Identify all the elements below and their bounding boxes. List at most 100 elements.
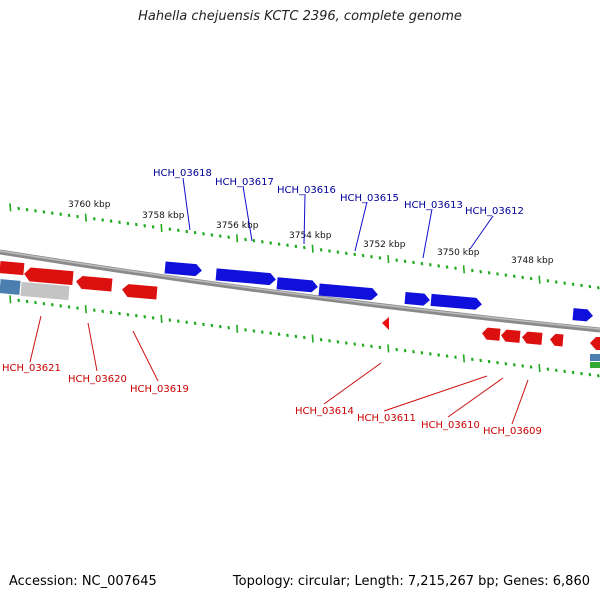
- gene-arrow-plus[interactable]: [276, 277, 319, 293]
- minor-tick: [17, 298, 21, 303]
- gene-arrow-minus[interactable]: [121, 284, 158, 300]
- minor-tick: [109, 219, 113, 223]
- minor-tick: [571, 282, 575, 286]
- minor-tick: [134, 222, 138, 227]
- minor-tick: [143, 224, 147, 228]
- gene-arrow-minus[interactable]: [590, 337, 600, 350]
- minor-tick: [218, 324, 222, 329]
- minor-tick: [512, 363, 516, 367]
- minor-tick: [42, 301, 46, 306]
- gene-label-plus[interactable]: HCH_03613: [404, 200, 463, 211]
- minor-tick: [428, 263, 432, 267]
- minor-tick: [34, 300, 37, 305]
- minor-tick: [168, 227, 172, 231]
- gene-arrow-minus[interactable]: [0, 261, 25, 276]
- gene-arrow-plus[interactable]: [318, 283, 379, 301]
- minor-tick: [504, 273, 508, 277]
- minor-tick: [244, 237, 247, 242]
- minor-tick: [370, 344, 373, 348]
- minor-tick: [454, 266, 457, 270]
- gene-arrow-plus[interactable]: [164, 261, 203, 277]
- minor-tick: [328, 339, 331, 343]
- gene-arrow-minus[interactable]: [75, 275, 113, 292]
- gene-arrow-minus[interactable]: [522, 331, 543, 345]
- minor-tick: [151, 225, 155, 229]
- kbp-label: 3760 kbp: [68, 200, 111, 210]
- major-tick: [538, 275, 541, 284]
- minor-tick: [126, 312, 130, 317]
- gene-label-minus[interactable]: HCH_03611: [357, 413, 416, 424]
- gene-label-plus[interactable]: HCH_03612: [465, 206, 524, 217]
- feature-block-gray[interactable]: [20, 281, 70, 301]
- gene-label-plus[interactable]: HCH_03615: [340, 193, 399, 204]
- minor-tick: [151, 316, 155, 320]
- gene-label-minus[interactable]: HCH_03614: [295, 406, 354, 417]
- minor-tick: [479, 269, 483, 274]
- gene-label-minus[interactable]: HCH_03609: [483, 426, 542, 437]
- minor-tick: [428, 352, 432, 356]
- minor-tick: [101, 309, 105, 314]
- gene-arrow-plus[interactable]: [404, 291, 431, 306]
- accession-label: Accession: NC_007645: [9, 574, 157, 589]
- minor-tick: [319, 337, 323, 342]
- gene-label-minus[interactable]: HCH_03610: [421, 420, 480, 431]
- minor-tick: [76, 306, 79, 310]
- minor-tick: [227, 235, 231, 239]
- minor-tick: [361, 253, 365, 258]
- minor-tick: [76, 214, 79, 219]
- major-tick: [84, 305, 87, 314]
- minor-tick: [512, 274, 516, 278]
- minor-tick: [168, 318, 172, 322]
- minor-tick: [487, 359, 491, 364]
- minor-tick: [143, 315, 147, 319]
- major-tick: [9, 295, 12, 304]
- feature-block-green[interactable]: [590, 362, 600, 368]
- major-tick: [311, 334, 314, 343]
- gene-arrow-plus[interactable]: [572, 308, 594, 322]
- gene-label-minus[interactable]: HCH_03619: [130, 384, 189, 395]
- minor-tick: [210, 233, 214, 237]
- minor-tick: [470, 357, 474, 362]
- minor-tick: [529, 276, 533, 281]
- gene-arrow-plus[interactable]: [215, 268, 277, 286]
- minor-tick: [17, 206, 21, 211]
- minor-tick: [134, 313, 138, 318]
- minor-tick: [378, 256, 382, 260]
- minor-tick: [596, 374, 600, 378]
- genome-stats-label: Topology: circular; Length: 7,215,267 bp…: [232, 574, 590, 589]
- minor-tick: [227, 325, 231, 330]
- major-tick: [236, 324, 239, 333]
- minor-tick: [554, 368, 558, 372]
- feature-block-blue[interactable]: [590, 354, 600, 361]
- gene-label-plus[interactable]: HCH_03617: [215, 177, 274, 188]
- minor-tick: [445, 265, 449, 269]
- minor-tick: [420, 351, 424, 355]
- feature-block-blue[interactable]: [0, 279, 21, 295]
- gene-arrow-minus[interactable]: [382, 317, 389, 330]
- kbp-label: 3748 kbp: [511, 256, 554, 266]
- gene-arrow-minus[interactable]: [550, 333, 564, 347]
- gene-arrow-minus[interactable]: [482, 327, 501, 341]
- gene-arrow-minus[interactable]: [501, 329, 521, 343]
- gene-arrow-minus[interactable]: [23, 267, 74, 286]
- minor-tick: [412, 260, 415, 265]
- gene-label-plus[interactable]: HCH_03618: [153, 168, 212, 179]
- minor-tick: [554, 280, 558, 284]
- major-tick: [236, 234, 239, 243]
- minor-tick: [496, 272, 499, 276]
- minor-tick: [437, 353, 441, 357]
- minor-tick: [210, 323, 214, 328]
- gene-label-plus[interactable]: HCH_03616: [277, 185, 336, 196]
- minor-tick: [546, 279, 550, 283]
- minor-tick: [302, 335, 306, 340]
- minor-tick: [328, 249, 331, 253]
- minor-tick: [344, 341, 348, 345]
- minor-tick: [336, 250, 340, 254]
- gene-arrow-plus[interactable]: [430, 293, 483, 310]
- major-tick: [9, 203, 12, 212]
- gene-label-minus[interactable]: HCH_03620: [68, 374, 127, 385]
- minor-tick: [176, 228, 180, 233]
- minor-tick: [218, 234, 222, 238]
- gene-label-minus[interactable]: HCH_03621: [2, 363, 61, 374]
